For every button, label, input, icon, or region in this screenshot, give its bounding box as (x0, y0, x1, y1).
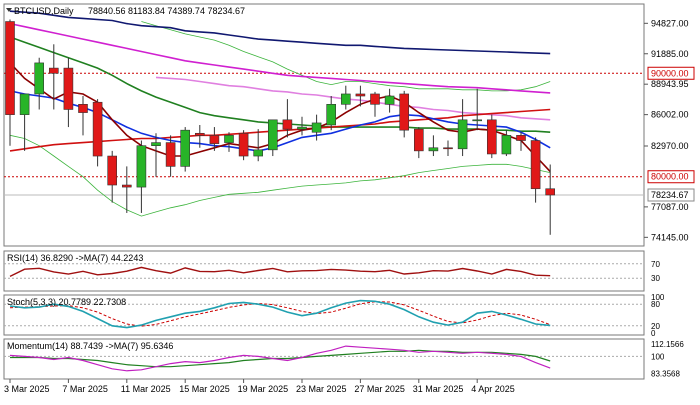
level-label: 80000.00 (651, 172, 689, 182)
candle-body (78, 104, 88, 113)
candle-body (34, 62, 45, 95)
stoch-label: Stoch(5,3,3) 20.7789 22.7308 (7, 297, 126, 307)
rsi-label: RSI(14) 36.8290 ->MA(7) 44.2243 (7, 253, 143, 263)
candle-body (340, 93, 351, 105)
bollinger-upper-line (141, 21, 551, 92)
rsi-y-tick-label: 30 (651, 274, 660, 283)
x-tick-label: 27 Mar 2025 (354, 384, 405, 394)
stoch-panel-frame (3, 294, 645, 336)
momentum-y-tick-label: 100 (651, 352, 665, 361)
ma-magenta-line (9, 22, 551, 94)
y-tick-label: 94827.00 (651, 18, 689, 28)
x-tick-label: 23 Mar 2025 (296, 384, 347, 394)
current-price-label: 78234.67 (651, 190, 689, 200)
candle-body (5, 21, 15, 115)
candle-body (413, 128, 424, 152)
symbol-label: BTCUSD,Daily (14, 6, 74, 16)
candle-body (238, 132, 249, 157)
candle-body (209, 135, 220, 144)
stoch-y-tick-label: 100 (651, 293, 665, 302)
main-panel: 94827.00 91885.00 88943.95 86002.00 82970.00… (4, 10, 695, 242)
stoch-main-line (9, 299, 551, 329)
candle-body (399, 93, 410, 131)
candle-body (355, 93, 366, 97)
candle-body (501, 135, 512, 155)
candle-body (19, 93, 30, 115)
y-tick-label: 88943.95 (651, 79, 689, 89)
candle-body (457, 119, 468, 150)
rsi-panel: 70 30 (4, 260, 660, 283)
momentum-signal-line (10, 349, 551, 368)
candle-body (311, 122, 322, 133)
candle-body (63, 67, 74, 110)
x-tick-label: 15 Mar 2025 (179, 384, 230, 394)
rsi-line (9, 266, 551, 278)
x-axis: 3 Mar 2025 7 Mar 2025 11 Mar 2025 15 Mar 20… (4, 379, 515, 394)
candle-body (545, 188, 556, 196)
stoch-y-tick-label: 0 (651, 329, 656, 338)
candle-body (48, 67, 59, 74)
current-price-box (647, 188, 695, 202)
y-tick-label: 91885.00 (651, 49, 689, 59)
y-tick-label: 74145.00 (651, 232, 689, 242)
candle-body (224, 135, 234, 143)
rsi-panel-frame (3, 250, 645, 292)
candle-body (443, 147, 453, 150)
rsi-y-tick-label: 70 (651, 260, 660, 269)
x-tick-label: 7 Mar 2025 (62, 384, 108, 394)
candle-body (472, 119, 483, 122)
candle-body (180, 129, 190, 167)
candle-body (384, 95, 395, 105)
triangle-down-icon (6, 8, 12, 12)
level-label-box (647, 66, 695, 80)
candle-body (151, 142, 161, 146)
ohlc-values: 78840.56 81183.84 74389.74 78234.67 (88, 6, 245, 16)
ma-navy-line (9, 10, 551, 55)
y-tick-label: 77087.00 (651, 202, 689, 212)
stoch-y-tick-label: 20 (651, 322, 660, 331)
symbol-header: BTCUSD,Daily 78840.56 81183.84 74389.74 … (6, 6, 245, 16)
momentum-panel-frame (3, 338, 645, 380)
candle-body (195, 132, 205, 136)
x-tick-label: 19 Mar 2025 (238, 384, 289, 394)
candle-body (136, 145, 147, 188)
level-label: 90000.00 (651, 68, 689, 78)
candle-body (282, 119, 293, 130)
momentum-label: Momentum(14) 88.7439 ->MA(7) 95.6346 (7, 341, 173, 351)
momentum-y-tick-label: 83.3568 (651, 370, 680, 379)
x-tick-label: 4 Apr 2025 (471, 384, 515, 394)
candle-body (326, 104, 337, 126)
candle-body (122, 184, 132, 188)
momentum-panel: 112.1566 100 83.3568 (4, 340, 684, 379)
candle-body (486, 119, 497, 155)
x-tick-label: 31 Mar 2025 (413, 384, 464, 394)
candle-body (165, 142, 176, 167)
x-tick-label: 11 Mar 2025 (121, 384, 171, 394)
candle-body (253, 149, 263, 157)
y-tick-label: 86002.00 (651, 110, 689, 120)
y-tick-label: 82970.00 (651, 141, 689, 151)
candle-body (92, 101, 103, 157)
candle-body (107, 155, 117, 186)
bollinger-lower-line (9, 134, 551, 217)
stoch-y-tick-label: 80 (651, 300, 660, 309)
momentum-main-line (9, 345, 551, 372)
momentum-y-tick-label: 112.1566 (651, 340, 684, 349)
candle-body (297, 126, 307, 130)
x-tick-label: 3 Mar 2025 (4, 384, 50, 394)
candle-body (530, 140, 541, 190)
candle-body (516, 135, 526, 141)
candle-body (370, 93, 380, 105)
level-label-box (647, 170, 695, 184)
candle-body (267, 119, 278, 151)
candle-body (428, 147, 439, 152)
